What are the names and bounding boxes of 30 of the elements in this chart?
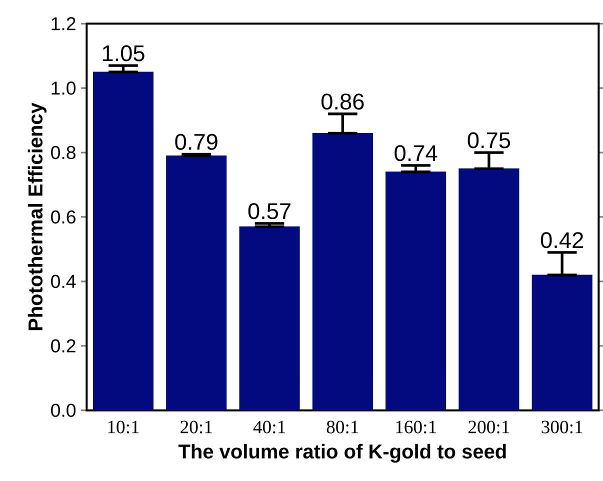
bar (458, 168, 520, 410)
x-tick-label: 160:1 (396, 420, 436, 434)
bar (532, 274, 592, 410)
x-tick-label: 300:1 (542, 420, 582, 434)
y-tick-label: 0.2 (51, 339, 76, 352)
y-tick-label: 1.2 (52, 17, 76, 30)
data-label: 0.75 (468, 132, 510, 148)
bar (239, 226, 300, 410)
bar (312, 132, 373, 410)
x-tick-label: 10:1 (108, 420, 139, 434)
x-tick-label: 200:1 (468, 420, 510, 434)
data-label: 0.42 (540, 232, 583, 248)
data-label: 0.79 (175, 134, 218, 150)
y-tick-label: 1.0 (52, 81, 76, 95)
bar (92, 72, 154, 410)
data-label: 0.57 (248, 203, 290, 220)
x-tick-label: 20:1 (180, 420, 212, 434)
y-tick-label: 0.0 (51, 404, 76, 417)
bar (166, 156, 227, 410)
x-tick-label: 80:1 (326, 420, 358, 434)
y-tick-label: 0.6 (51, 210, 76, 224)
data-label: 0.86 (321, 94, 364, 110)
y-tick-label: 0.4 (51, 274, 76, 288)
data-label: 0.74 (394, 145, 438, 162)
bar (386, 172, 446, 410)
data-label: 1.05 (102, 45, 144, 62)
y-tick-label: 0.8 (51, 146, 76, 160)
x-tick-label: 40:1 (253, 420, 286, 434)
x-axis-title: The volume ratio of K-gold to seed (178, 444, 506, 463)
y-axis-title: Photothermal Efficiency (28, 102, 46, 330)
